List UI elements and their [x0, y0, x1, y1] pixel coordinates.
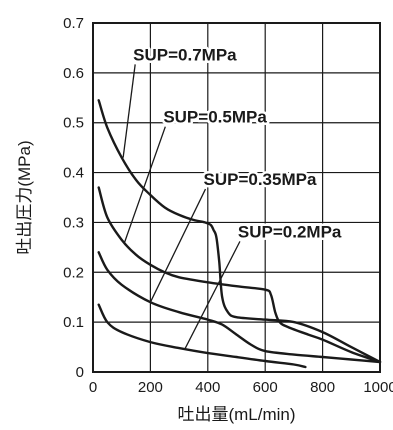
y-tick-label: 0.4 — [63, 165, 84, 182]
leader-line-sup-0-2mpa — [184, 241, 241, 350]
series-line-sup-0-7mpa — [97, 99, 382, 364]
y-tick-label: 0.7 — [63, 15, 84, 32]
y-tick-label: 0.1 — [63, 314, 84, 331]
x-tick-label: 200 — [138, 379, 163, 396]
annotation-sup-0-2mpa: SUP=0.2MPa — [238, 222, 342, 241]
y-tick-label: 0.3 — [63, 214, 84, 231]
x-tick-label: 1000 — [363, 379, 393, 396]
x-axis-label: 吐出量(mL/min) — [177, 405, 295, 424]
y-tick-labels: 0 0.1 0.2 0.3 0.4 0.5 0.6 0.7 — [63, 15, 84, 381]
annotation-halo: SUP=0.2MPa — [238, 222, 342, 241]
annotation-sup-0-5mpa: SUP=0.5MPa — [163, 108, 267, 127]
y-axis-label: 吐出圧力(MPa) — [15, 140, 34, 254]
x-tick-label: 800 — [310, 379, 335, 396]
grid-lines — [93, 23, 380, 372]
y-tick-label: 0.2 — [63, 264, 84, 281]
annotation-sup-0-35mpa: SUP=0.35MPa — [203, 170, 316, 189]
annotation-leader-lines — [122, 64, 241, 350]
y-tick-label: 0.6 — [63, 65, 84, 82]
leader-line-sup-0-35mpa — [149, 188, 207, 303]
x-tick-label: 600 — [253, 379, 278, 396]
annotation-halo: SUP=0.35MPa — [203, 170, 316, 189]
series-line-sup-0-5mpa — [97, 186, 382, 364]
x-tick-label: 0 — [89, 379, 97, 396]
series-line-sup-0-35mpa — [97, 251, 382, 364]
annotation-halo: SUP=0.5MPa — [163, 108, 267, 127]
plot-frame — [92, 22, 381, 373]
annotation-sup-0-7mpa: SUP=0.7MPa — [133, 45, 237, 64]
series-line-sup-0-2mpa — [97, 303, 307, 369]
y-tick-label: 0 — [76, 364, 84, 381]
annotation-halo: SUP=0.7MPa — [133, 45, 237, 64]
y-tick-label: 0.5 — [63, 115, 84, 132]
x-tick-labels: 0 200 400 600 800 1000 — [89, 379, 393, 396]
leader-line-sup-0-7mpa — [122, 64, 136, 158]
series-annotations: SUP=0.7MPaSUP=0.7MPaSUP=0.5MPaSUP=0.5MPa… — [131, 43, 345, 244]
series-lines — [97, 99, 382, 369]
leader-line-sup-0-5mpa — [123, 126, 166, 243]
x-tick-label: 400 — [195, 379, 220, 396]
